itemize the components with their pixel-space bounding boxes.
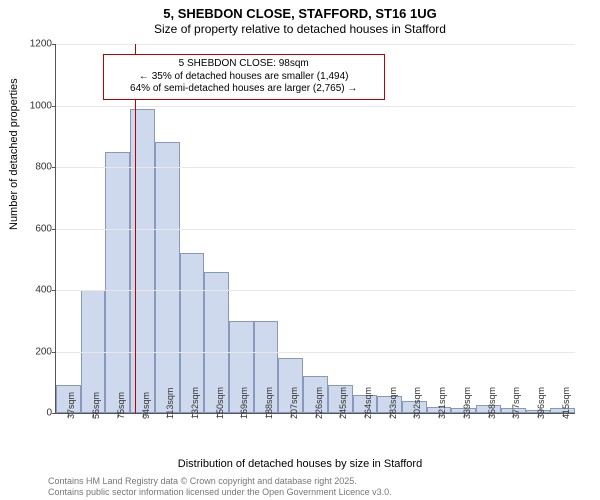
property-size-chart: 5, SHEBDON CLOSE, STAFFORD, ST16 1UG Siz… [0, 0, 600, 500]
info-line1: 5 SHEBDON CLOSE: 98sqm [110, 58, 378, 71]
chart-subtitle: Size of property relative to detached ho… [0, 22, 600, 36]
bar [155, 142, 180, 413]
x-axis-label: Distribution of detached houses by size … [0, 458, 600, 470]
y-axis-label: Number of detached properties [8, 78, 20, 230]
attribution-text: Contains HM Land Registry data © Crown c… [48, 476, 392, 497]
bar [105, 152, 130, 413]
chart-title: 5, SHEBDON CLOSE, STAFFORD, ST16 1UG [0, 0, 600, 21]
plot-area: 020040060080010001200 37sqm56sqm75sqm94s… [55, 44, 575, 414]
info-line2: ← 35% of detached houses are smaller (1,… [110, 71, 378, 84]
info-line3: 64% of semi-detached houses are larger (… [110, 83, 378, 96]
bar [130, 109, 155, 413]
info-annotation-box: 5 SHEBDON CLOSE: 98sqm ← 35% of detached… [103, 54, 385, 100]
